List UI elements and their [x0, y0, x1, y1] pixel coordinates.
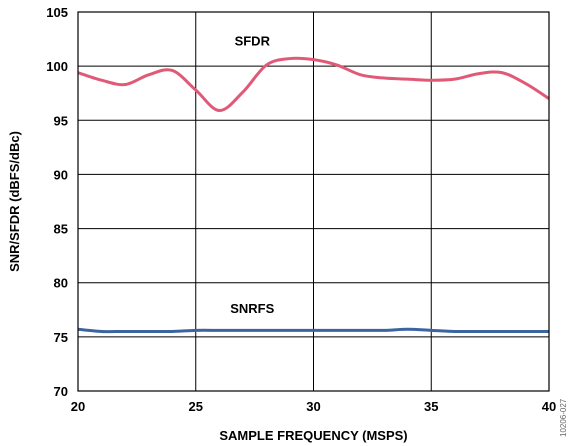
y-tick-label: 105: [46, 5, 68, 20]
figure-id: 10206-027: [559, 398, 568, 437]
y-tick-label: 95: [54, 113, 68, 128]
y-tick-label: 85: [54, 222, 68, 237]
series-line-snrfs: [77, 327, 549, 334]
grid-lines: [77, 11, 550, 392]
plot-frame: [77, 11, 550, 392]
y-tick-label: 100: [46, 59, 68, 74]
sfdr-series-label: SFDR: [235, 34, 271, 49]
y-tick-label: 80: [54, 276, 68, 291]
snrfs-series-label: SNRFS: [230, 301, 274, 316]
x-tick-labels: 20 25 30 35 40: [71, 399, 556, 414]
x-tick-label: 20: [71, 399, 85, 414]
y-tick-label: 90: [54, 167, 68, 182]
x-tick-label: 35: [424, 399, 438, 414]
series-lines: [77, 56, 550, 334]
y-tick-labels: 70 75 80 85 90 95 100 105: [46, 5, 68, 399]
series-line-sfdr: [77, 56, 550, 113]
y-axis-title: SNR/SFDR (dBFS/dBc): [7, 131, 22, 272]
y-tick-label: 75: [54, 330, 68, 345]
x-tick-label: 25: [189, 399, 203, 414]
x-tick-label: 40: [542, 399, 556, 414]
y-tick-label: 70: [54, 384, 68, 399]
x-axis-title: SAMPLE FREQUENCY (MSPS): [219, 428, 407, 443]
x-tick-label: 30: [306, 399, 320, 414]
